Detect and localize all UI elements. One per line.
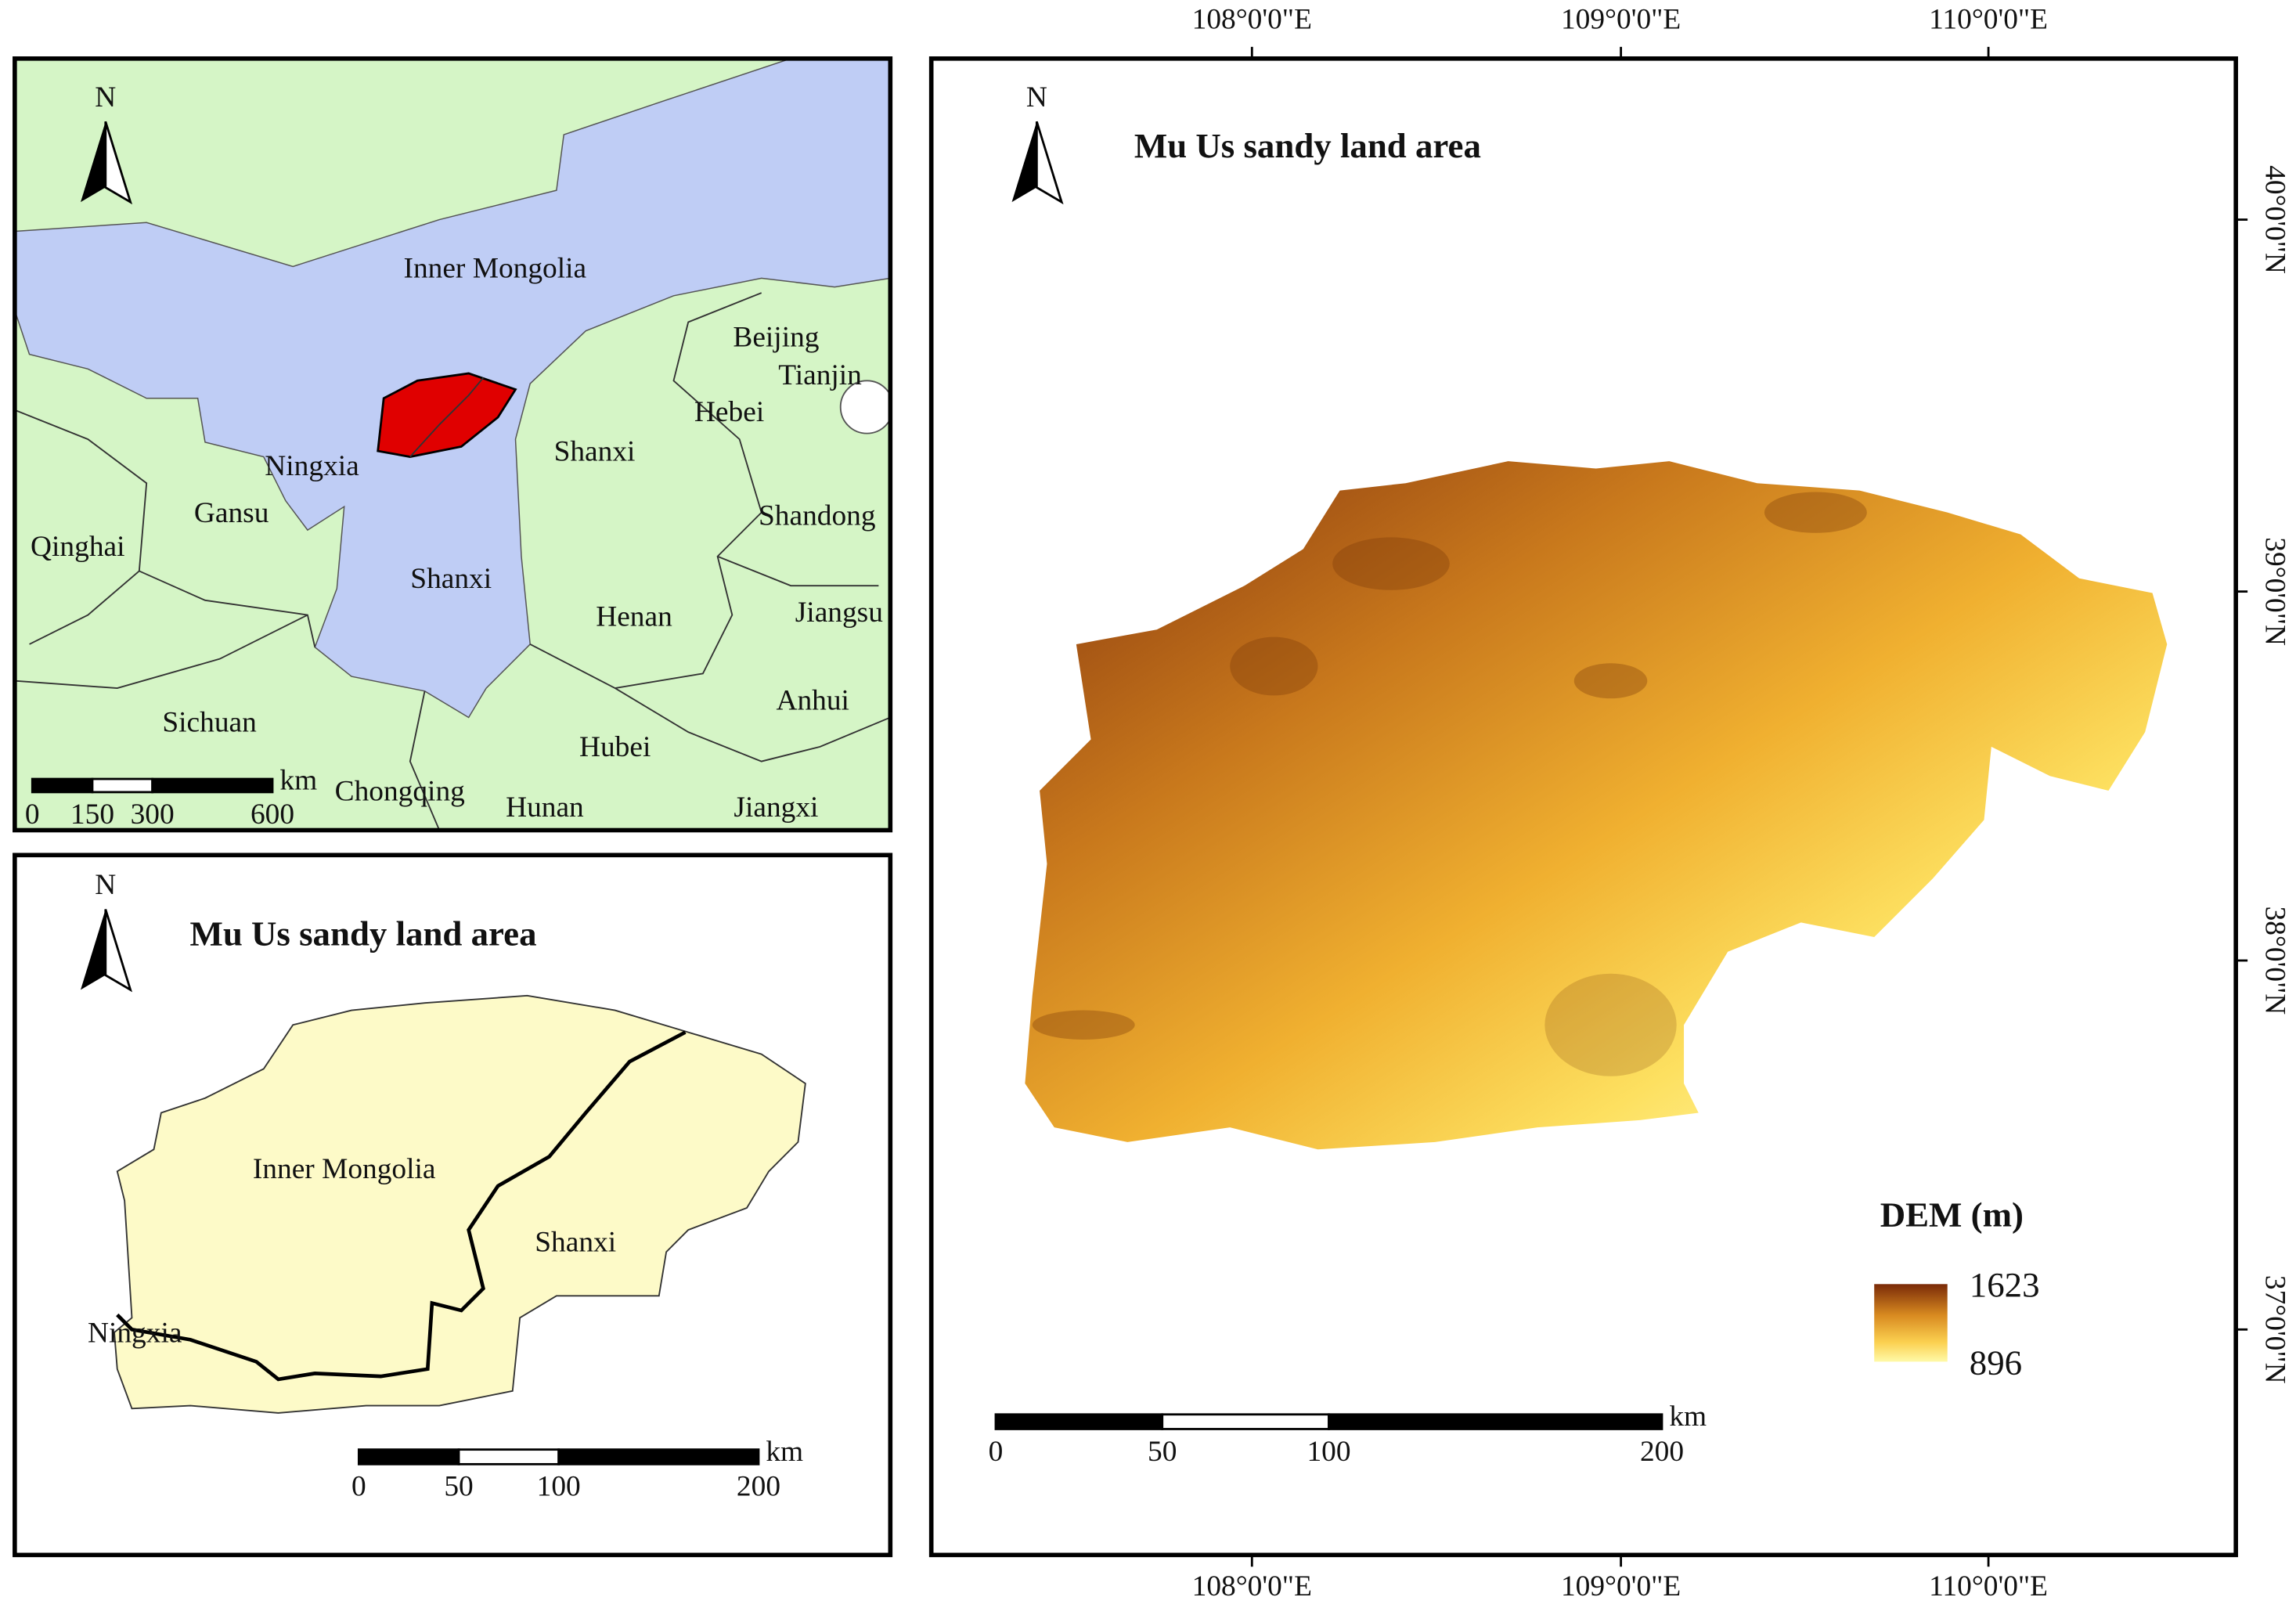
longitude-label: 108°0'0"E xyxy=(1192,1570,1312,1602)
boundary xyxy=(529,292,762,690)
legend-title: DEM (m) xyxy=(1880,1195,2024,1234)
boundary xyxy=(409,690,441,831)
dem-surface xyxy=(1025,461,2168,1150)
dem-relief xyxy=(1032,492,1867,1076)
scale-segment xyxy=(91,777,154,794)
scale-label: 0 xyxy=(25,798,40,831)
latitude-label: 37°0'0"N xyxy=(2258,1275,2291,1384)
scale-label: 300 xyxy=(131,798,175,831)
place-label: Shanxi xyxy=(554,435,636,467)
scale-label: 0 xyxy=(989,1436,1004,1468)
boundary xyxy=(717,555,879,587)
place-label: Shanxi xyxy=(535,1226,616,1258)
boundary xyxy=(139,570,316,647)
place-label: Sichuan xyxy=(162,706,257,738)
place-label: Shanxi xyxy=(410,563,492,595)
location-map xyxy=(14,58,891,831)
boundary xyxy=(14,409,148,645)
scale-unit: km xyxy=(279,764,317,796)
latitude-label: 39°0'0"N xyxy=(2258,537,2291,646)
place-label: Hunan xyxy=(506,791,584,824)
place-label: Hubei xyxy=(579,731,651,763)
boundary xyxy=(409,377,485,458)
north-label: N xyxy=(95,869,116,901)
scale-segment xyxy=(31,777,94,794)
north-label: N xyxy=(1026,81,1047,114)
place-label: Inner Mongolia xyxy=(404,253,587,285)
scale-unit: km xyxy=(1669,1401,1707,1433)
scale-label: 100 xyxy=(537,1471,581,1503)
place-label: Chongqing xyxy=(335,775,465,807)
place-label: Jiangxi xyxy=(733,791,818,824)
place-label: Hebei xyxy=(694,396,764,428)
north-label: N xyxy=(95,81,116,114)
scale-label: 600 xyxy=(251,798,294,831)
frame-ticks xyxy=(1250,46,2248,1567)
sea xyxy=(839,380,891,434)
boundary xyxy=(615,687,891,762)
legend-min: 896 xyxy=(1970,1343,2022,1382)
latitude-label: 40°0'0"N xyxy=(2258,165,2291,274)
scale-label: 150 xyxy=(70,798,114,831)
scale-segment xyxy=(994,1413,1164,1430)
study-area xyxy=(377,372,517,458)
boundary xyxy=(14,614,308,690)
place-label: Ningxia xyxy=(88,1317,182,1349)
place-label: Henan xyxy=(596,601,672,633)
place-label: Inner Mongolia xyxy=(253,1153,436,1185)
scale-segment xyxy=(1328,1413,1663,1430)
place-label: Jiangsu xyxy=(795,597,883,629)
place-label: Beijing xyxy=(733,322,819,354)
map-title: Mu Us sandy land area xyxy=(1134,126,1481,165)
frame xyxy=(13,56,893,833)
sandy-land xyxy=(114,994,806,1414)
scale-segment xyxy=(1161,1413,1330,1430)
longitude-label: 110°0'0"E xyxy=(1929,1570,2048,1602)
legend-max: 1623 xyxy=(1970,1265,2040,1304)
scale-segment xyxy=(457,1448,560,1465)
place-label: Ningxia xyxy=(265,450,359,482)
scale-segment xyxy=(357,1448,460,1465)
province-boundary xyxy=(116,1030,687,1382)
place-label: Shandong xyxy=(759,500,876,532)
longitude-label: 109°0'0"E xyxy=(1561,4,1681,36)
scale-label: 0 xyxy=(351,1471,366,1503)
longitude-label: 110°0'0"E xyxy=(1929,4,2048,36)
scale-label: 50 xyxy=(444,1471,473,1503)
place-label: Anhui xyxy=(776,684,849,716)
scale-segment xyxy=(151,777,274,794)
scale-label: 200 xyxy=(1640,1436,1684,1468)
legend-ramp xyxy=(1874,1284,1948,1362)
scale-unit: km xyxy=(766,1436,803,1468)
place-label: Gansu xyxy=(194,497,269,529)
place-label: Qinghai xyxy=(31,531,124,563)
scale-label: 50 xyxy=(1148,1436,1177,1468)
latitude-label: 38°0'0"N xyxy=(2258,907,2291,1015)
scale-segment xyxy=(557,1448,760,1465)
longitude-label: 109°0'0"E xyxy=(1561,1570,1681,1602)
scale-label: 100 xyxy=(1307,1436,1350,1468)
map-title: Mu Us sandy land area xyxy=(189,914,536,953)
scale-label: 200 xyxy=(737,1471,780,1503)
place-label: Tianjin xyxy=(778,359,862,391)
longitude-label: 108°0'0"E xyxy=(1192,4,1312,36)
